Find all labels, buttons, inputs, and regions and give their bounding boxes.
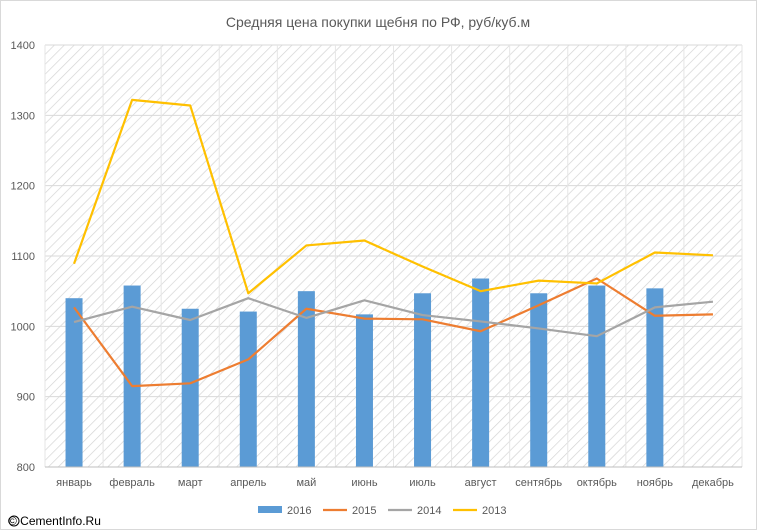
- series-line: [73, 297, 714, 338]
- gridlines: [44, 44, 743, 468]
- y-axis: 800 900 1000 1100 1200 1300 1400: [11, 40, 35, 474]
- watermark-text: © CementInfo.Ru: [8, 514, 101, 528]
- y-tick-label: 1100: [11, 251, 35, 263]
- x-tick-label: август: [465, 477, 497, 489]
- legend: 2016 2015 2014 2013: [258, 505, 506, 517]
- x-tick-label: декабрь: [692, 477, 734, 489]
- y-tick-label: 1300: [11, 110, 35, 122]
- chart-title: Средняя цена покупки щебня по РФ, руб/ку…: [226, 14, 530, 30]
- y-tick-label: 1200: [11, 181, 35, 193]
- x-tick-label: июль: [409, 477, 436, 489]
- bar: [181, 308, 199, 467]
- watermark: © CementInfo.Ru: [8, 514, 101, 528]
- bar: [646, 288, 664, 467]
- bar: [414, 293, 432, 467]
- x-axis: январь февраль март апрель май июнь июль август…: [45, 466, 742, 489]
- series-line: [73, 98, 714, 295]
- y-tick-label: 900: [17, 392, 35, 404]
- bar: [588, 285, 606, 467]
- x-tick-label: июнь: [351, 477, 377, 489]
- x-tick-label: октябрь: [577, 477, 617, 489]
- x-tick-label: январь: [56, 477, 92, 489]
- y-tick-label: 800: [17, 462, 35, 474]
- legend-label: 2015: [352, 505, 376, 517]
- bar: [297, 291, 315, 467]
- y-tick-label: 1000: [11, 321, 35, 333]
- x-tick-label: сентябрь: [515, 477, 562, 489]
- x-tick-label: май: [296, 477, 316, 489]
- legend-label: 2013: [482, 505, 506, 517]
- bar: [123, 285, 141, 467]
- legend-label: 2016: [287, 505, 311, 517]
- x-tick-label: ноябрь: [637, 477, 674, 489]
- bar: [530, 293, 548, 467]
- bar: [472, 278, 490, 467]
- y-tick-label: 1400: [11, 40, 35, 52]
- legend-label: 2014: [417, 505, 441, 517]
- bar: [355, 314, 373, 467]
- x-tick-label: апрель: [230, 477, 266, 489]
- legend-swatch: [258, 506, 282, 513]
- bar: [65, 298, 83, 467]
- bar: [239, 311, 257, 467]
- bar-series: [65, 278, 664, 467]
- series-line: [73, 277, 713, 388]
- line-series: [73, 98, 714, 388]
- x-tick-label: март: [178, 477, 203, 489]
- x-tick-label: февраль: [109, 477, 155, 489]
- copyright-icon: [8, 515, 20, 527]
